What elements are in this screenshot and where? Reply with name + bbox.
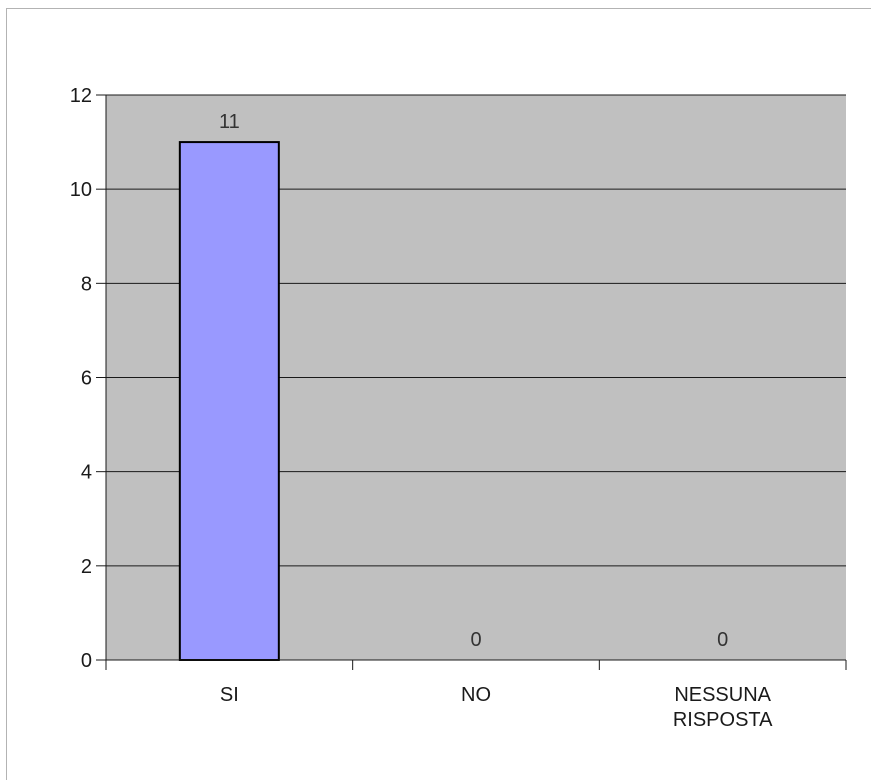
axes: [96, 94, 847, 670]
y-tick-labels: 0 2 4 6 8 10 12: [70, 85, 92, 672]
data-labels: 11 0 0: [219, 111, 728, 651]
y-tick-label: 10: [70, 179, 92, 201]
x-category-labels: SI NO NESSUNA RISPOSTA: [220, 684, 773, 731]
y-tick-label: 0: [81, 650, 92, 672]
data-label: 0: [470, 629, 481, 651]
y-tick-label: 12: [70, 85, 92, 107]
x-category-label: NESSUNA RISPOSTA: [673, 684, 773, 731]
x-category-label: NO: [461, 684, 491, 706]
bars: [178, 141, 280, 662]
y-tick-label: 4: [81, 462, 92, 484]
y-tick-label: 8: [81, 273, 92, 295]
data-label: 0: [717, 629, 728, 651]
data-label: 11: [219, 111, 240, 133]
bar-si: [178, 141, 280, 662]
y-tick-label: 6: [81, 368, 92, 390]
x-category-label: SI: [220, 684, 239, 706]
chart-frame: [6, 8, 871, 780]
y-tick-label: 2: [81, 556, 92, 578]
